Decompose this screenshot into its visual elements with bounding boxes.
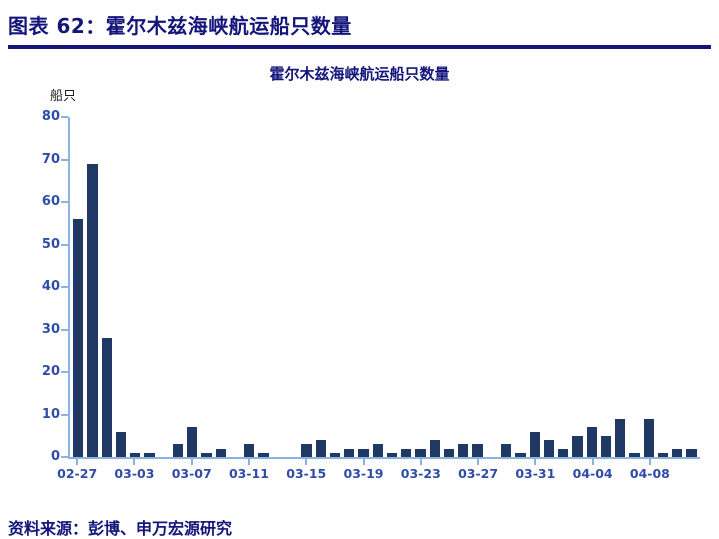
bar [643, 418, 654, 457]
x-tick-mark [419, 459, 422, 465]
y-tick-label: 0 [50, 449, 60, 464]
x-tick-mark [591, 459, 594, 465]
bar-series [70, 117, 700, 457]
bar [244, 444, 255, 457]
bar [600, 435, 612, 457]
x-tick-mark [362, 459, 365, 465]
y-tick-label: 50 [41, 236, 60, 252]
bar [472, 444, 483, 457]
bar [458, 444, 469, 457]
bar [372, 444, 383, 457]
chart-title: 霍尔木兹海峡航运船只数量 [269, 65, 450, 83]
x-tick-label: 03-19 [343, 466, 384, 481]
x-tick-label: 03-07 [171, 466, 212, 481]
x-tick-label: 04-08 [629, 466, 670, 481]
bar [415, 448, 426, 457]
y-tick-mark [61, 116, 68, 118]
bar [386, 452, 398, 457]
x-tick-label: 04-04 [572, 466, 613, 481]
bar [615, 418, 626, 457]
bar [515, 452, 526, 457]
y-tick-mark [61, 413, 68, 416]
bar [586, 427, 597, 457]
x-tick-label: 03-31 [515, 466, 556, 481]
figure-caption: 图表 62：霍尔木兹海峡航运船只数量 [8, 14, 352, 38]
y-tick-mark [61, 456, 68, 458]
bar [529, 431, 540, 457]
x-tick-label: 03-27 [458, 466, 499, 481]
source-note: 资料来源：彭博、申万宏源研究 [8, 519, 233, 538]
y-tick-label: 80 [41, 109, 60, 124]
title-underline [8, 45, 711, 49]
bar [572, 435, 583, 457]
y-tick-mark [61, 243, 68, 246]
x-tick-label: 02-27 [57, 466, 98, 481]
bar [443, 448, 455, 457]
bar [429, 440, 440, 457]
bar [657, 452, 669, 457]
x-tick-label: 03-11 [228, 466, 269, 481]
y-axis-label: 船只 [50, 89, 77, 104]
bar [87, 163, 98, 457]
bar [215, 448, 226, 457]
bar [558, 448, 569, 457]
x-tick-mark [534, 459, 537, 465]
y-tick-mark [61, 371, 68, 373]
x-tick-mark [305, 459, 308, 465]
bar-chart: 霍尔木兹海峡航运船只数量 船只 0 10 20 30 40 50 60 70 80 02-27 03… [0, 53, 719, 497]
bar [543, 440, 555, 457]
x-tick-label: 03-03 [114, 466, 155, 481]
y-tick-mark [61, 286, 68, 288]
y-tick-label: 10 [41, 406, 60, 422]
bar [686, 448, 697, 457]
x-tick-mark [76, 459, 79, 465]
y-tick-mark [61, 158, 68, 161]
x-tick-mark [247, 459, 250, 465]
bar [130, 452, 141, 457]
x-tick-label: 03-23 [400, 466, 441, 481]
y-tick-label: 30 [41, 321, 60, 337]
bar [144, 452, 155, 457]
bar [344, 448, 355, 457]
y-tick-mark [61, 201, 68, 203]
x-tick-label: 03-15 [286, 466, 327, 481]
bar [672, 448, 683, 457]
y-tick-label: 70 [41, 151, 60, 167]
x-tick-mark [477, 459, 480, 465]
x-tick-mark [190, 459, 193, 465]
bar [101, 338, 112, 457]
bar [201, 452, 212, 457]
bar [401, 448, 412, 457]
bar [187, 427, 198, 457]
bar [358, 448, 369, 457]
bar [258, 452, 269, 457]
bar [73, 219, 84, 457]
bar [172, 444, 184, 457]
bar [115, 431, 127, 457]
x-tick-mark [648, 459, 651, 465]
y-tick-label: 60 [41, 194, 60, 209]
x-tick-mark [133, 459, 136, 465]
bar [629, 452, 640, 457]
bar [315, 440, 326, 457]
y-tick-label: 40 [41, 279, 60, 294]
plot-area: 0 10 20 30 40 50 60 70 80 02-27 03-03 03-07 03-11 03-… [42, 109, 700, 481]
y-tick-label: 20 [41, 364, 60, 379]
y-tick-mark [61, 328, 68, 331]
bar [329, 452, 341, 457]
bar [500, 444, 512, 457]
bar [301, 444, 312, 457]
